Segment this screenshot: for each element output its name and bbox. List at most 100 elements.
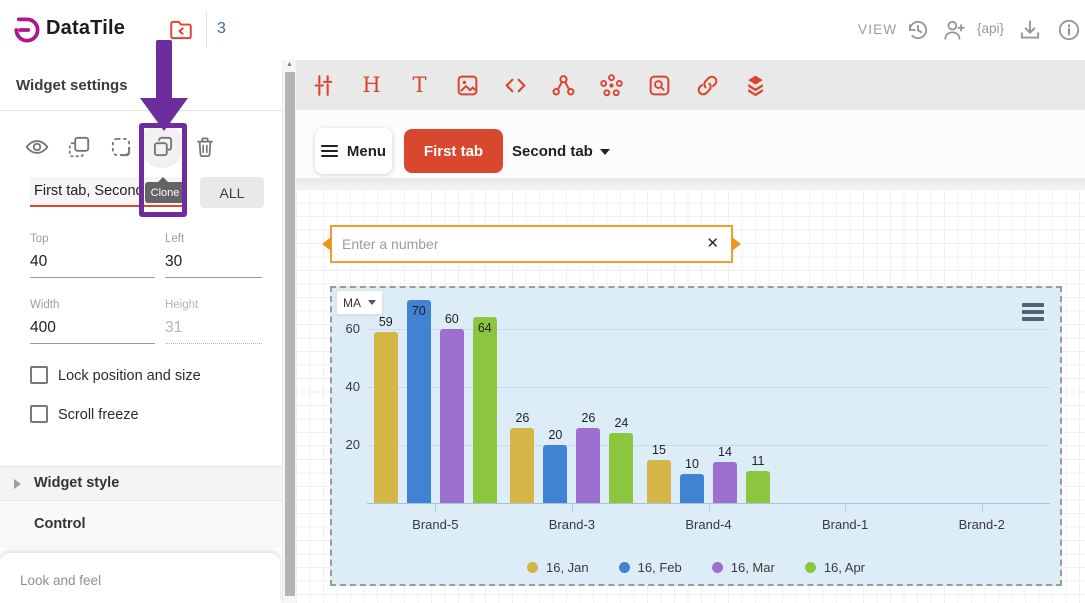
legend-label: 16, Feb bbox=[637, 560, 682, 575]
topbar-divider bbox=[206, 12, 207, 48]
bar-value-label: 60 bbox=[444, 312, 459, 326]
view-menu[interactable]: VIEW bbox=[858, 22, 898, 37]
brand-name: DataTile bbox=[46, 17, 126, 39]
legend-item[interactable]: 16, Jan bbox=[526, 560, 589, 575]
paste-style-icon[interactable] bbox=[108, 134, 134, 160]
bar bbox=[472, 317, 497, 503]
bar bbox=[373, 331, 398, 503]
chart-menu-icon[interactable] bbox=[1022, 300, 1044, 324]
resize-handle-right[interactable] bbox=[732, 237, 741, 251]
cluster-icon[interactable] bbox=[599, 73, 624, 98]
api-icon[interactable]: {api} bbox=[977, 21, 1005, 36]
resize-handle-left[interactable] bbox=[322, 237, 331, 251]
chart-legend: 16, Jan 16, Feb 16, Mar 16, Apr bbox=[332, 560, 1060, 575]
graph-icon[interactable] bbox=[551, 73, 576, 98]
legend-dot bbox=[804, 562, 816, 573]
scroll-freeze-checkbox[interactable] bbox=[30, 405, 48, 423]
bar bbox=[439, 329, 464, 503]
look-and-feel-section[interactable]: Look and feel bbox=[0, 553, 280, 603]
legend-dot bbox=[618, 562, 630, 573]
height-field-value: 31 bbox=[165, 319, 183, 336]
bar-value-label: 14 bbox=[718, 445, 732, 460]
image-icon[interactable] bbox=[455, 73, 480, 98]
look-and-feel-label: Look and feel bbox=[20, 573, 102, 588]
number-input-widget[interactable]: ✕ bbox=[322, 225, 741, 263]
bar bbox=[576, 427, 601, 503]
y-gridline bbox=[367, 387, 1050, 388]
scroll-up-arrow-icon[interactable]: ▲ bbox=[286, 61, 293, 68]
delete-icon[interactable] bbox=[192, 134, 218, 160]
menu-button[interactable]: Menu bbox=[315, 128, 392, 174]
board-count[interactable]: 3 bbox=[217, 20, 226, 37]
x-tick bbox=[845, 504, 847, 513]
bar bbox=[510, 427, 535, 503]
lock-position-checkbox[interactable] bbox=[30, 366, 48, 384]
widget-style-section[interactable] bbox=[0, 466, 282, 501]
width-field-label: Width bbox=[30, 299, 60, 311]
bar-value-label: 64 bbox=[477, 321, 492, 336]
layers-icon[interactable] bbox=[743, 73, 768, 98]
dashboard-tabs-band: Menu First tab Second tab bbox=[296, 110, 1085, 178]
category-label: Brand-2 bbox=[958, 517, 1005, 532]
visibility-icon[interactable] bbox=[24, 134, 50, 160]
scroll-freeze-label: Scroll freeze bbox=[58, 407, 139, 423]
tune-icon[interactable] bbox=[311, 73, 336, 98]
all-tabs-button[interactable]: ALL bbox=[200, 177, 264, 208]
y-tick-label: 40 bbox=[345, 379, 360, 394]
add-user-icon[interactable] bbox=[941, 17, 967, 43]
menu-label: Menu bbox=[346, 142, 387, 160]
scrollbar-thumb[interactable] bbox=[285, 72, 295, 596]
bar-value-label: 59 bbox=[378, 314, 393, 329]
datatile-logo-icon bbox=[14, 17, 40, 43]
sidebar-scrollbar[interactable]: ▲ bbox=[282, 60, 296, 603]
top-bar: DataTile 3 VIEW {api} bbox=[0, 0, 1085, 60]
clone-icon[interactable] bbox=[150, 134, 176, 160]
copy-style-icon[interactable] bbox=[66, 134, 92, 160]
control-section[interactable] bbox=[0, 501, 282, 548]
bar-chart-widget[interactable]: MA 20 40 60 Brand-5 59 70 60 64 Brand-3 26 20 26 24 B… bbox=[330, 286, 1062, 586]
text-icon[interactable]: T bbox=[412, 72, 427, 97]
tab-second[interactable]: Second tab bbox=[512, 129, 610, 173]
legend-label: 16, Jan bbox=[545, 560, 589, 575]
chevron-right-icon bbox=[14, 479, 21, 489]
x-axis-line bbox=[367, 503, 1050, 504]
tab-first[interactable]: First tab bbox=[404, 129, 503, 173]
left-field-value[interactable]: 30 bbox=[165, 253, 183, 270]
width-field-value[interactable]: 400 bbox=[30, 319, 56, 336]
bar bbox=[647, 459, 671, 503]
bar-value-label: 15 bbox=[652, 442, 666, 457]
chart-measure-dropdown[interactable]: MA bbox=[336, 290, 383, 315]
x-tick bbox=[435, 504, 437, 513]
height-field-label: Height bbox=[165, 299, 199, 311]
chevron-down-icon bbox=[368, 300, 376, 305]
search-widget-icon[interactable] bbox=[647, 73, 672, 98]
bar bbox=[609, 433, 634, 503]
number-input[interactable] bbox=[340, 227, 700, 261]
download-icon[interactable] bbox=[1017, 17, 1043, 43]
heading-icon[interactable]: H bbox=[362, 72, 381, 97]
link-icon[interactable] bbox=[695, 73, 720, 98]
info-icon[interactable] bbox=[1056, 17, 1082, 43]
top-field-label: Top bbox=[30, 233, 49, 245]
legend-label: 16, Apr bbox=[823, 560, 866, 575]
bar bbox=[713, 462, 737, 503]
legend-dot bbox=[526, 562, 538, 573]
legend-label: 16, Mar bbox=[730, 560, 775, 575]
history-icon[interactable] bbox=[905, 17, 931, 43]
clone-icon-highlight bbox=[140, 124, 184, 168]
code-icon[interactable] bbox=[503, 73, 528, 98]
bar bbox=[543, 445, 568, 503]
legend-item[interactable]: 16, Apr bbox=[804, 560, 866, 575]
legend-dot bbox=[711, 562, 723, 573]
folder-back-icon[interactable] bbox=[168, 17, 194, 43]
legend-item[interactable]: 16, Mar bbox=[711, 560, 775, 575]
lock-position-label: Lock position and size bbox=[58, 368, 201, 384]
top-field-value[interactable]: 40 bbox=[30, 253, 48, 270]
hamburger-icon bbox=[320, 142, 338, 160]
chevron-down-icon bbox=[599, 149, 610, 155]
bar bbox=[680, 474, 704, 503]
category-label: Brand-1 bbox=[821, 517, 869, 532]
legend-item[interactable]: 16, Feb bbox=[618, 560, 682, 575]
clear-icon[interactable]: ✕ bbox=[706, 235, 719, 252]
y-gridline bbox=[367, 445, 1050, 446]
